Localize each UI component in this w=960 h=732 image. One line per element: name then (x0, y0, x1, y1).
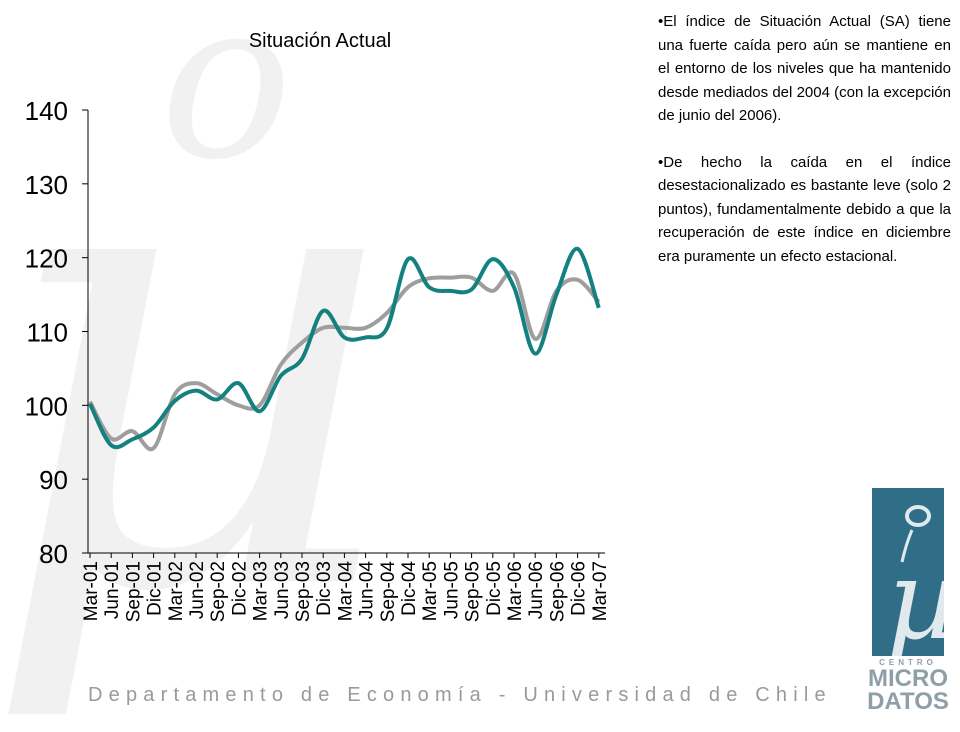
x-tick-label: Dic-06 (569, 561, 590, 616)
x-tick-label: Dic-02 (229, 561, 250, 616)
series-line-2 (88, 246, 601, 450)
x-tick-label: Mar-02 (166, 561, 187, 621)
y-tick-label: 80 (39, 539, 68, 569)
series-line-1 (88, 270, 601, 452)
x-tick-label: Mar-05 (420, 561, 441, 621)
x-tick-label: Jun-03 (272, 561, 293, 619)
y-tick-label: 90 (39, 465, 68, 495)
logo-word-centro: CENTRO (879, 658, 937, 667)
x-tick-label: Mar-03 (251, 561, 272, 621)
logo-word-datos: DATOS (867, 688, 949, 715)
mu-logo-icon: µ (886, 505, 958, 664)
y-tick-label: 100 (25, 391, 68, 421)
x-tick-label: Dic-01 (145, 561, 166, 616)
x-tick-label: Dic-03 (314, 561, 335, 616)
x-tick-label: Sep-06 (547, 561, 568, 622)
x-tick-label: Sep-01 (123, 561, 144, 622)
x-tick-label: Dic-04 (399, 561, 420, 616)
x-tick-label: Mar-01 (81, 561, 102, 621)
x-tick-label: Jun-05 (441, 561, 462, 619)
x-tick-label: Jun-01 (102, 561, 123, 619)
commentary-panel: •El índice de Situación Actual (SA) tien… (658, 10, 951, 291)
x-tick-label: Mar-07 (590, 561, 611, 621)
watermark-o: o (160, 0, 293, 208)
commentary-paragraph-2: •De hecho la caída en el índice desestac… (658, 153, 951, 265)
watermark-mu: µ (0, 0, 396, 732)
x-tick-label: Sep-04 (378, 561, 399, 623)
x-tick-label: Sep-03 (293, 561, 314, 622)
footer-text: Departamento de Economía - Universidad d… (88, 684, 832, 706)
x-tick-label: Sep-02 (208, 561, 229, 622)
x-tick-label: Mar-04 (335, 561, 356, 622)
x-tick-label: Sep-05 (463, 561, 484, 622)
x-tick-label: Dic-05 (484, 561, 505, 616)
x-tick-label: Jun-04 (357, 561, 378, 620)
chart-title: Situación Actual (249, 30, 391, 52)
x-tick-label: Jun-06 (526, 561, 547, 619)
x-tick-label: Jun-02 (187, 561, 208, 619)
y-tick-label: 140 (25, 96, 68, 126)
y-tick-label: 120 (25, 244, 68, 274)
x-tick-label: Mar-06 (505, 561, 526, 621)
y-tick-label: 130 (25, 170, 68, 200)
logo-word-micro: MICRO (868, 665, 948, 692)
svg-text:µ: µ (886, 536, 944, 656)
centro-microdatos-logo: µ (872, 488, 958, 664)
commentary-paragraph-1: •El índice de Situación Actual (SA) tien… (658, 13, 951, 124)
y-tick-label: 110 (27, 318, 68, 348)
